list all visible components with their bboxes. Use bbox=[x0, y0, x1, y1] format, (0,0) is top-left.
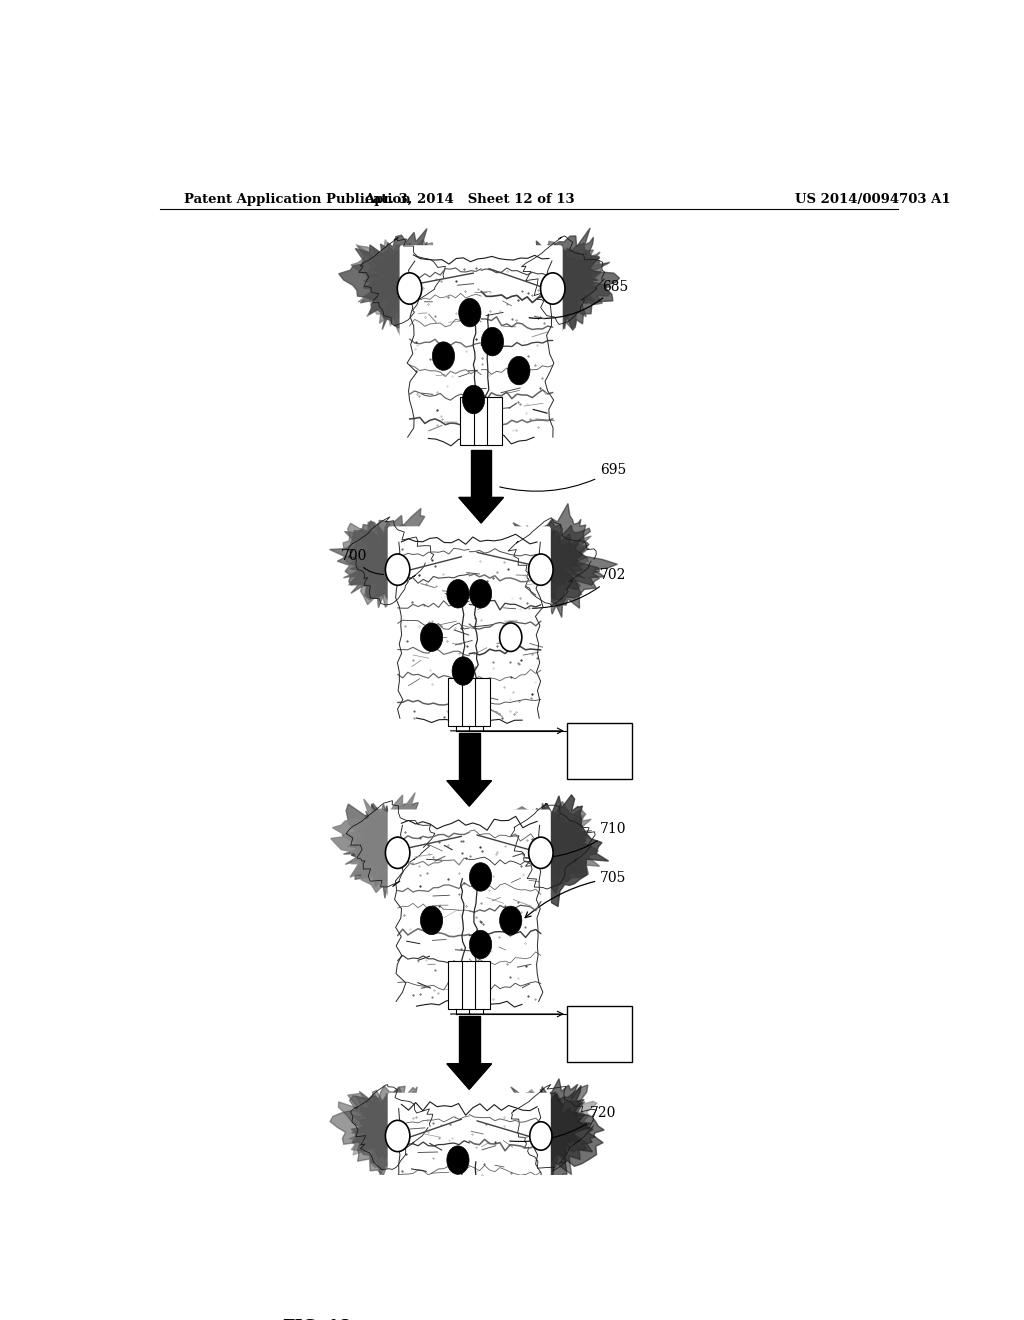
Bar bbox=[459, 733, 479, 780]
Text: Apr. 3, 2014   Sheet 12 of 13: Apr. 3, 2014 Sheet 12 of 13 bbox=[364, 193, 574, 206]
Bar bbox=[560, 1290, 626, 1320]
Circle shape bbox=[459, 298, 481, 327]
Polygon shape bbox=[520, 243, 611, 329]
Text: 685: 685 bbox=[529, 280, 629, 318]
Polygon shape bbox=[351, 240, 449, 338]
Polygon shape bbox=[483, 795, 608, 907]
Circle shape bbox=[446, 579, 469, 609]
Polygon shape bbox=[338, 1086, 434, 1175]
Polygon shape bbox=[343, 804, 429, 884]
Polygon shape bbox=[360, 251, 440, 330]
Bar bbox=[459, 1016, 479, 1064]
Circle shape bbox=[453, 657, 474, 685]
Polygon shape bbox=[343, 521, 433, 610]
Text: 700: 700 bbox=[341, 549, 384, 574]
Polygon shape bbox=[508, 228, 620, 338]
Polygon shape bbox=[350, 523, 432, 598]
Bar bbox=[462, 961, 477, 1008]
Circle shape bbox=[529, 1122, 552, 1150]
Polygon shape bbox=[331, 793, 445, 896]
Circle shape bbox=[385, 837, 410, 869]
Circle shape bbox=[528, 554, 553, 585]
Bar bbox=[462, 677, 477, 726]
Polygon shape bbox=[459, 498, 504, 523]
Polygon shape bbox=[509, 809, 587, 878]
Polygon shape bbox=[504, 1085, 596, 1180]
Polygon shape bbox=[520, 242, 600, 329]
Text: Patent Application Publication: Patent Application Publication bbox=[183, 193, 411, 206]
Circle shape bbox=[528, 837, 553, 869]
FancyBboxPatch shape bbox=[388, 1093, 551, 1295]
Polygon shape bbox=[519, 244, 610, 317]
Circle shape bbox=[421, 623, 442, 652]
Polygon shape bbox=[512, 527, 588, 601]
Polygon shape bbox=[330, 508, 446, 618]
Circle shape bbox=[421, 906, 442, 935]
Text: 705: 705 bbox=[525, 871, 627, 917]
Polygon shape bbox=[347, 804, 430, 879]
Polygon shape bbox=[342, 803, 442, 898]
Circle shape bbox=[446, 1146, 469, 1175]
Circle shape bbox=[385, 1121, 410, 1151]
Bar bbox=[487, 396, 502, 445]
Polygon shape bbox=[495, 503, 617, 618]
Text: 702: 702 bbox=[532, 569, 627, 609]
Text: US 2014/0094703 A1: US 2014/0094703 A1 bbox=[795, 193, 950, 206]
Bar bbox=[567, 723, 632, 779]
Bar bbox=[475, 677, 490, 726]
FancyBboxPatch shape bbox=[399, 246, 563, 447]
Bar bbox=[567, 1006, 632, 1063]
Polygon shape bbox=[349, 1093, 428, 1171]
Circle shape bbox=[397, 273, 422, 304]
Polygon shape bbox=[447, 1064, 492, 1089]
Text: 710: 710 bbox=[524, 822, 627, 858]
Polygon shape bbox=[516, 1089, 591, 1164]
Circle shape bbox=[469, 863, 492, 891]
Polygon shape bbox=[330, 1086, 452, 1189]
Circle shape bbox=[453, 1242, 474, 1271]
Circle shape bbox=[481, 327, 504, 356]
Polygon shape bbox=[490, 1078, 604, 1189]
Bar bbox=[449, 677, 463, 726]
Bar bbox=[460, 396, 475, 445]
Bar bbox=[475, 961, 490, 1008]
FancyBboxPatch shape bbox=[388, 809, 551, 1012]
Bar bbox=[449, 961, 463, 1008]
Circle shape bbox=[500, 623, 522, 652]
Text: FIG. 18: FIG. 18 bbox=[283, 1317, 350, 1320]
Circle shape bbox=[469, 931, 492, 958]
Text: 720: 720 bbox=[510, 1106, 616, 1142]
Polygon shape bbox=[356, 240, 438, 326]
Text: 695: 695 bbox=[500, 463, 627, 491]
Circle shape bbox=[385, 554, 410, 585]
Bar bbox=[449, 1243, 463, 1292]
Circle shape bbox=[421, 1189, 442, 1218]
Bar bbox=[462, 1243, 477, 1292]
Polygon shape bbox=[509, 528, 591, 603]
Circle shape bbox=[541, 273, 565, 304]
Bar bbox=[474, 396, 488, 445]
Polygon shape bbox=[447, 780, 492, 807]
Circle shape bbox=[469, 1213, 492, 1242]
Polygon shape bbox=[502, 801, 600, 894]
Circle shape bbox=[508, 356, 530, 385]
Bar bbox=[471, 450, 492, 498]
Polygon shape bbox=[339, 228, 464, 335]
Polygon shape bbox=[496, 521, 599, 614]
Polygon shape bbox=[514, 810, 592, 886]
Circle shape bbox=[469, 579, 492, 609]
Circle shape bbox=[500, 906, 522, 935]
Polygon shape bbox=[510, 1090, 597, 1172]
Polygon shape bbox=[351, 1090, 429, 1159]
Polygon shape bbox=[343, 523, 427, 607]
Circle shape bbox=[432, 342, 455, 371]
Bar bbox=[475, 1243, 490, 1292]
Circle shape bbox=[463, 385, 484, 413]
FancyBboxPatch shape bbox=[388, 527, 551, 729]
